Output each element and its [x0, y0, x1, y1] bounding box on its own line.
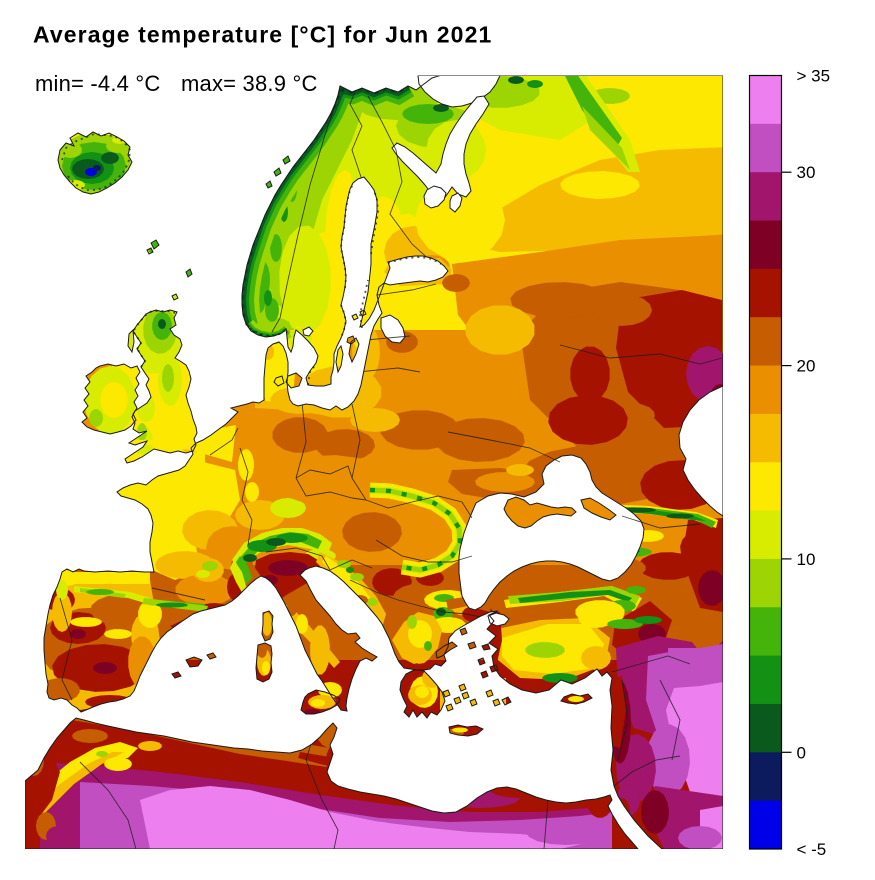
svg-text:> 35: > 35: [797, 67, 831, 86]
svg-text:< -5: < -5: [797, 840, 827, 859]
svg-text:10: 10: [797, 550, 816, 569]
svg-text:0: 0: [797, 743, 806, 762]
svg-text:20: 20: [797, 357, 816, 376]
svg-text:min= -4.4 °C: min= -4.4 °C: [35, 71, 161, 96]
svg-text:max= 38.9 °C: max= 38.9 °C: [181, 71, 318, 96]
svg-text:Average temperature [°C] for J: Average temperature [°C] for Jun 2021: [33, 22, 492, 48]
svg-text:30: 30: [797, 163, 816, 182]
